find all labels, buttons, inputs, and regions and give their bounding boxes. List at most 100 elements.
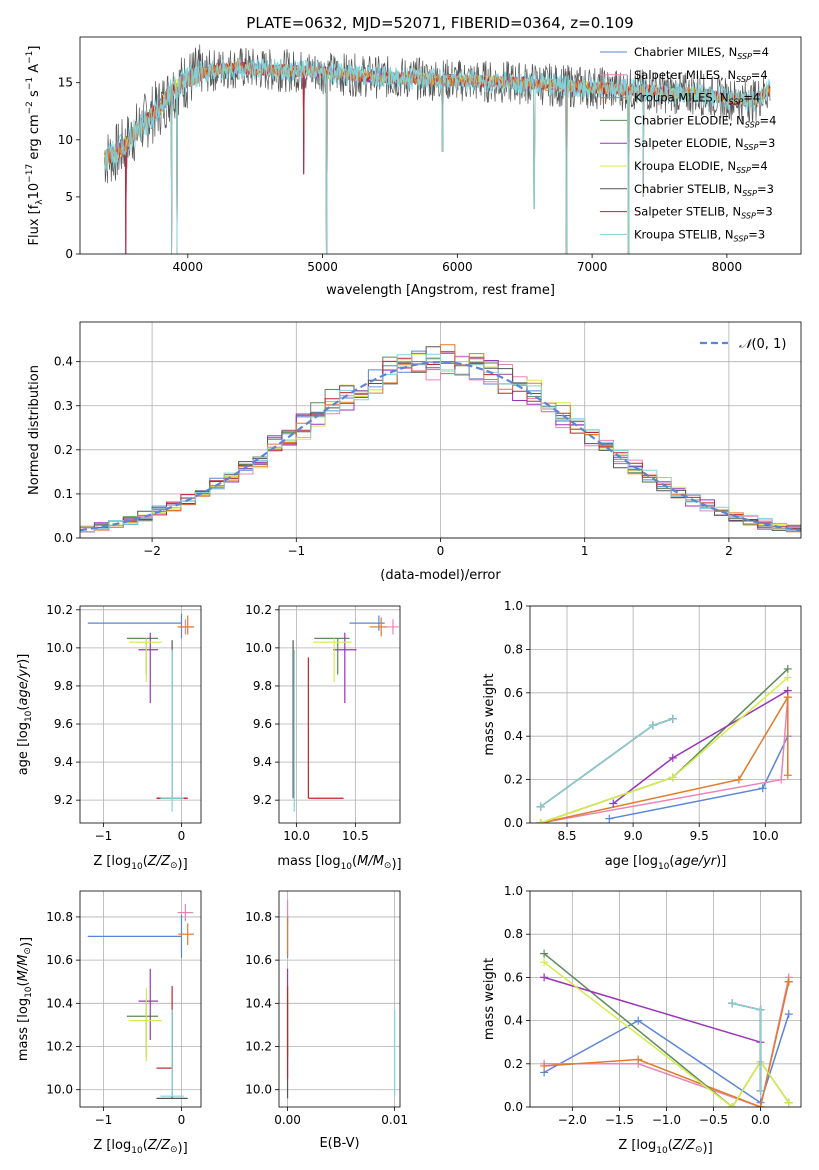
weight-marker-8 [668, 714, 677, 723]
mass-z-ylabel-arg: M/M [16, 955, 31, 982]
x-tick-label: 9.5 [690, 829, 709, 843]
ylabel-part: s [27, 90, 42, 101]
y-tick-label: 10.2 [46, 1040, 73, 1054]
x-tick-label: 10.0 [752, 829, 779, 843]
mass_vs_ebv-axes: 0.00 0.01 10.0 10.2 10.4 10.6 10.8 [245, 891, 408, 1127]
legend-sub: SSP [742, 189, 757, 198]
spectrum-xlabel: wavelength [Angstrom, rest frame] [326, 283, 555, 298]
spectrum-ylabel: Flux [fλ10−17 erg cm−2 s−1 A−1] [25, 46, 45, 246]
ylabel-exp: −1 [25, 51, 35, 64]
y-tick-label: 10.4 [245, 996, 272, 1010]
ylabel-exp: −1 [25, 77, 35, 90]
weight-line-6 [732, 1002, 762, 1091]
sun-symbol: ⊙ [23, 947, 33, 955]
weight-line-2 [540, 694, 789, 823]
y-tick-label: 10.2 [245, 603, 272, 617]
y-tick-label: 10.8 [46, 910, 73, 924]
spectrum-line-6 [103, 44, 771, 254]
legend-sub: SSP [744, 143, 759, 152]
figure-title: PLATE=0632, MJD=52071, FIBERID=0364, z=0… [246, 14, 633, 32]
y-tick-label: 0.2 [504, 773, 523, 787]
x-tick-label: 9.0 [624, 829, 643, 843]
ylabel-exp: −2 [25, 101, 35, 114]
legend-text: Kroupa ELODIE, N [634, 159, 736, 173]
y-tick-label: 10.0 [245, 641, 272, 655]
x-tick-label: −1 [95, 1113, 113, 1127]
histogram-group [80, 344, 801, 538]
age_vs_Z-points [87, 613, 194, 812]
x-tick-label: −2.0 [558, 1113, 587, 1127]
x-tick-label: 0.0 [751, 1113, 770, 1127]
legend-text: =3 [748, 227, 765, 241]
residuals-frame [79, 321, 802, 539]
age-z-xlabel-paren: ( [143, 854, 148, 869]
weight-marker-4 [540, 973, 549, 982]
weight-marker-0 [634, 1016, 643, 1025]
weight-marker-5 [783, 673, 792, 682]
x-tick-label: 1 [581, 544, 589, 558]
weight-z-xlabel-paren: ( [668, 1138, 673, 1153]
weight-line-4 [543, 976, 761, 1043]
weight-line-4 [612, 689, 789, 805]
x-tick-label: −1.5 [605, 1113, 634, 1127]
weight-marker-2 [784, 977, 793, 986]
age-mass-xlabel-text: mass [log [277, 854, 340, 869]
y-tick-label: 0.4 [54, 355, 73, 369]
spectrum-line-2 [103, 61, 771, 254]
x-tick-label: −1 [287, 544, 305, 558]
age_vs_Z-axes: −1 0 9.2 9.4 9.6 9.8 10.0 10.2 [46, 603, 201, 843]
sun-symbol: ⊙ [384, 861, 392, 871]
mass_vs_Z-frame [79, 890, 202, 1108]
spectrum-lines [103, 44, 771, 254]
x-tick-label: −1.0 [652, 1113, 681, 1127]
massweight_vs_age-frame [529, 605, 802, 824]
weight-marker-4 [783, 686, 792, 695]
mass-z-xlabel-paren: ( [143, 1138, 148, 1153]
legend-text: =4 [760, 113, 777, 127]
y-tick-label: 10.0 [245, 1083, 272, 1097]
ebv-xlabel: E(B-V) [319, 1136, 359, 1151]
x-tick-label: 10.5 [342, 829, 369, 843]
legend-sub: SSP [736, 166, 751, 175]
weight-marker-4 [609, 799, 618, 808]
y-tick-label: 0.2 [54, 443, 73, 457]
ylabel-part: ] [27, 46, 42, 51]
massweight_vs_Z-lines [540, 949, 793, 1107]
legend-text: Chabrier ELODIE, N [634, 113, 745, 127]
legend-entry-8: Kroupa STELIB, NSSP=3 [634, 227, 765, 243]
weight-line-7 [540, 718, 674, 808]
mass-z-ylabel-sub: 10 [24, 986, 34, 998]
legend-entry-5: Kroupa ELODIE, NSSP=4 [634, 159, 768, 175]
x-tick-label: 8000 [712, 260, 743, 274]
ylabel-part: Flux [f [27, 204, 42, 245]
x-tick-label: 6000 [442, 260, 473, 274]
y-tick-label: 0 [65, 247, 73, 261]
weight-marker-2 [634, 1055, 643, 1064]
massweight_vs_Z-frame [529, 890, 802, 1108]
legend-text: =3 [758, 136, 775, 150]
y-tick-label: 10.8 [245, 910, 272, 924]
y-tick-label: 9.2 [253, 793, 272, 807]
x-tick-label: 0 [178, 1113, 186, 1127]
y-tick-label: 9.4 [54, 755, 73, 769]
weight-marker-3 [783, 664, 792, 673]
mass-z-ylabel-paren: ( [16, 981, 31, 986]
y-tick-label: 9.6 [54, 717, 73, 731]
y-tick-label: 10.0 [46, 1083, 73, 1097]
weight-z-xlabel-close: )] [703, 1141, 713, 1156]
age-z-xlabel-arg: Z/Z [147, 854, 171, 869]
mass_vs_Z-points [87, 903, 194, 1099]
weight-line-3 [540, 668, 789, 823]
legend-sub: SSP [745, 120, 760, 129]
legend-text: =3 [757, 182, 774, 196]
xlabel-arg: age/yr [674, 854, 717, 869]
legend-normal-args: (0, 1) [751, 337, 786, 352]
x-tick-label: −2 [143, 544, 161, 558]
massweight_vs_age-axes: 8.5 9.0 9.5 10.0 0.0 0.2 0.4 0.6 0.8 1.0 [504, 599, 801, 843]
ylabel-lambda: λ [35, 199, 45, 205]
legend-sub: SSP [734, 234, 749, 243]
x-tick-label: 10.0 [283, 829, 310, 843]
legend-text: =4 [751, 159, 768, 173]
